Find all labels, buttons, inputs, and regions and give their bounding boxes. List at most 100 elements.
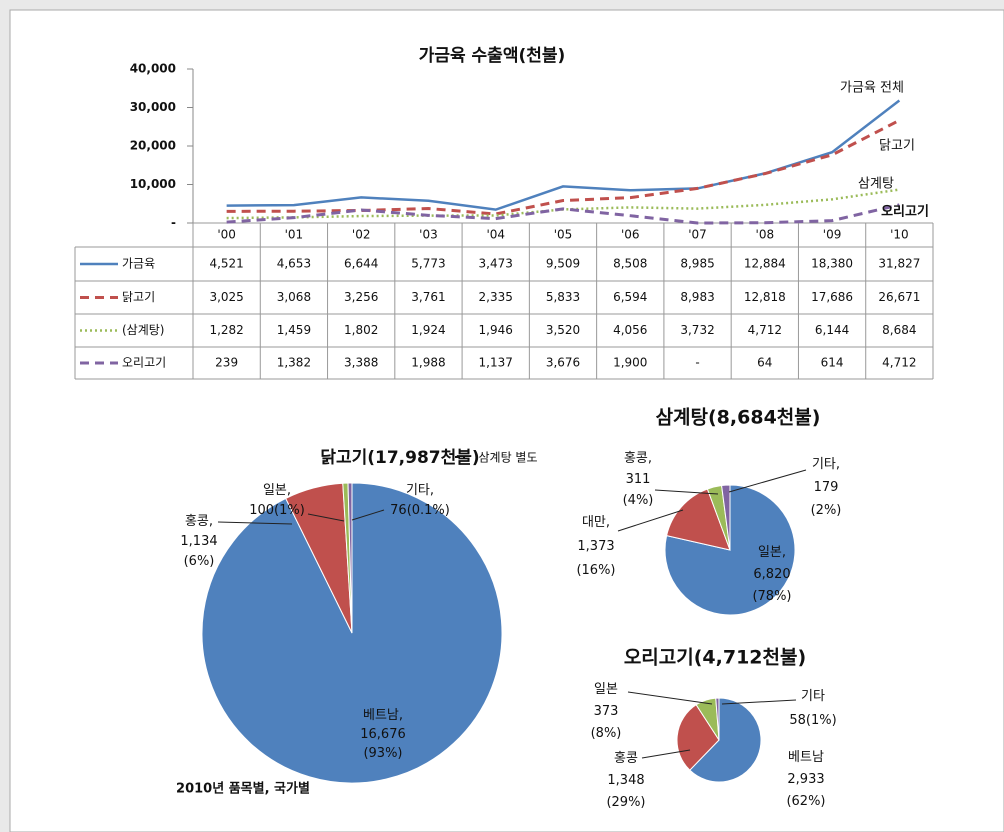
end-label: 닭고기 bbox=[879, 139, 915, 154]
table-value: 6,594 bbox=[613, 290, 647, 304]
slice-value: 1,134 bbox=[180, 534, 217, 549]
leader-line bbox=[351, 509, 385, 521]
pie-slice bbox=[664, 484, 796, 616]
table-value: 6,144 bbox=[815, 323, 849, 337]
legend-label: (삼계탕) bbox=[122, 323, 164, 337]
table-value: 12,818 bbox=[744, 290, 786, 304]
leader-line bbox=[641, 749, 691, 759]
leader-line bbox=[728, 469, 807, 493]
slice-value: 100 bbox=[249, 503, 274, 518]
end-label: 가금육 전체 bbox=[840, 81, 904, 96]
slice-percent: (2%) bbox=[811, 503, 842, 518]
table-value: 5,833 bbox=[546, 290, 580, 304]
table-value: 3,388 bbox=[344, 356, 378, 370]
slice-percent: (16%) bbox=[576, 563, 615, 578]
pie-slice bbox=[666, 488, 731, 551]
table-value: 18,380 bbox=[811, 257, 853, 271]
slice-category: 대만, bbox=[582, 515, 610, 530]
slice-label: 베트남 2,933 (62%) bbox=[786, 750, 825, 809]
table-value: 3,732 bbox=[680, 323, 714, 337]
slice-label: 일본, 6,820 (78%) bbox=[752, 545, 791, 604]
slice-percent: (0.1%) bbox=[407, 503, 450, 518]
slice-percent: (93%) bbox=[363, 746, 402, 761]
leader-line bbox=[217, 521, 293, 525]
end-label: 오리고기 bbox=[881, 204, 929, 220]
slice-label: 기타, 179 (2%) bbox=[811, 457, 842, 518]
slice-percent: (29%) bbox=[606, 795, 645, 810]
pie-slice bbox=[347, 482, 353, 634]
slice-value: 373 bbox=[594, 704, 619, 719]
slice-value: 311 bbox=[626, 472, 651, 487]
slice-label: 일본 373 (8%) bbox=[591, 682, 622, 741]
slice-category: 홍콩, bbox=[185, 514, 213, 529]
table-value: 12,884 bbox=[744, 257, 786, 271]
legend-label: 오리고기 bbox=[122, 356, 166, 370]
pie-title: 오리고기(4,712천불) bbox=[624, 647, 806, 669]
slice-label: 홍콩, 1,134 (6%) bbox=[180, 514, 217, 569]
table-value: 1,459 bbox=[277, 323, 311, 337]
series-line bbox=[226, 118, 901, 216]
table-value: 8,983 bbox=[680, 290, 714, 304]
table-value: 4,712 bbox=[882, 356, 916, 370]
pie-title: 삼계탕(8,684천불) bbox=[656, 407, 821, 429]
slice-value: 179 bbox=[814, 480, 839, 495]
x-tick-label: '06 bbox=[621, 228, 640, 242]
slice-value: 1,373 bbox=[577, 539, 614, 554]
y-tick-label: 40,000 bbox=[130, 62, 176, 76]
series-line bbox=[226, 203, 900, 225]
table-value: 1,382 bbox=[277, 356, 311, 370]
legend-label: 가금육 bbox=[122, 257, 155, 271]
x-tick-label: '04 bbox=[486, 228, 505, 242]
table-value: 31,827 bbox=[878, 257, 920, 271]
table-value: 5,773 bbox=[411, 257, 445, 271]
leader-line bbox=[721, 699, 797, 705]
y-tick-label: 30,000 bbox=[130, 100, 176, 114]
pie-slice bbox=[715, 697, 720, 741]
slice-category: 일본, bbox=[263, 483, 291, 498]
table-value: 1,900 bbox=[613, 356, 647, 370]
table-value: 64 bbox=[757, 356, 772, 370]
slice-percent: (4%) bbox=[623, 493, 654, 508]
slice-category: 베트남, bbox=[363, 708, 403, 723]
table-value: 8,684 bbox=[882, 323, 916, 337]
table-value: 3,256 bbox=[344, 290, 378, 304]
table-value: 1,946 bbox=[479, 323, 513, 337]
y-tick-label: 20,000 bbox=[130, 139, 176, 153]
y-tick-label: - bbox=[171, 216, 176, 230]
table-value: 9,509 bbox=[546, 257, 580, 271]
x-tick-label: '08 bbox=[756, 228, 775, 242]
pie-slice bbox=[676, 704, 720, 771]
chart-title: 가금육 수출액(천불) bbox=[419, 46, 566, 66]
slice-value: 6,820 bbox=[753, 567, 790, 582]
table-value: 4,521 bbox=[209, 257, 243, 271]
slice-category: 베트남 bbox=[788, 750, 824, 765]
table-value: 1,282 bbox=[209, 323, 243, 337]
slice-category: 일본 bbox=[594, 682, 618, 697]
x-tick-label: '02 bbox=[352, 228, 371, 242]
slice-category: 기타, bbox=[812, 457, 840, 472]
leader-line bbox=[617, 509, 684, 532]
slice-value: 58 bbox=[789, 713, 806, 728]
y-tick-label: 10,000 bbox=[130, 177, 176, 191]
table-value: 2,335 bbox=[479, 290, 513, 304]
pie-subtitle: 삼계탕 별도 bbox=[478, 451, 537, 465]
table-value: 1,924 bbox=[411, 323, 445, 337]
table-value: 3,025 bbox=[209, 290, 243, 304]
slice-category: 기타 bbox=[801, 689, 825, 704]
slice-percent: (1%) bbox=[274, 503, 305, 518]
table-value: 614 bbox=[821, 356, 844, 370]
table-value: 8,508 bbox=[613, 257, 647, 271]
pie-slice bbox=[721, 484, 731, 551]
slice-value: 76 bbox=[390, 503, 407, 518]
end-label: 삼계탕 bbox=[858, 177, 894, 192]
slice-category: 홍콩, bbox=[624, 451, 652, 466]
slice-label: 홍콩 1,348 (29%) bbox=[606, 751, 645, 810]
table-value: 3,761 bbox=[411, 290, 445, 304]
slice-percent: (1%) bbox=[806, 713, 837, 728]
table-value: 4,712 bbox=[748, 323, 782, 337]
slice-label: 기타 58(1%) bbox=[789, 689, 836, 728]
slice-label: 기타, 76(0.1%) bbox=[390, 483, 450, 518]
table-value: 4,056 bbox=[613, 323, 647, 337]
